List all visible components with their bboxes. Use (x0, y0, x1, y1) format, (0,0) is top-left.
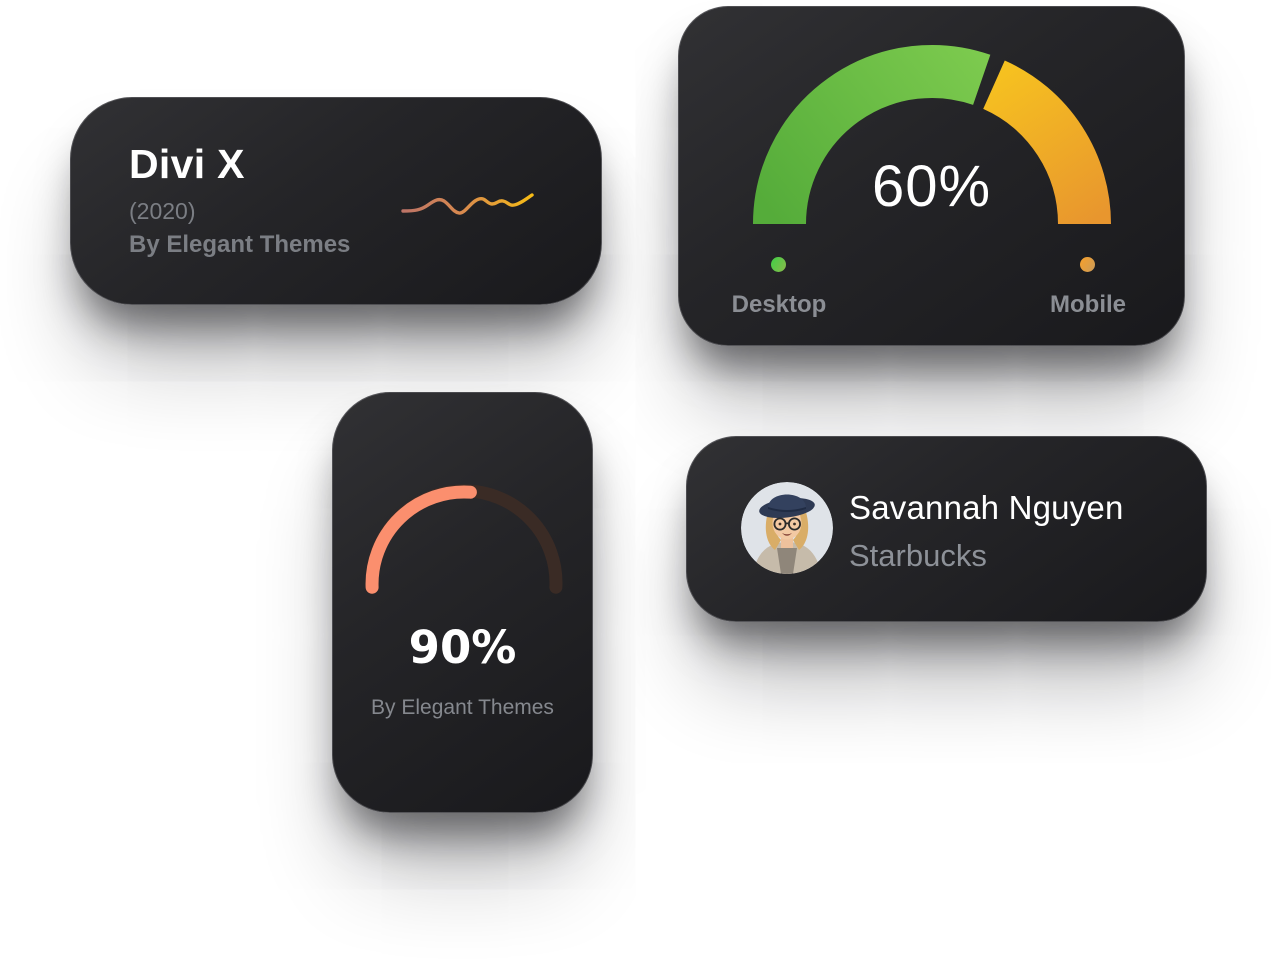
glasses-icon (773, 517, 802, 531)
gauge-value: 60% (871, 154, 992, 219)
arc-track (365, 484, 563, 594)
profile-company: Starbucks (849, 538, 987, 573)
product-year: (2020) (129, 198, 196, 224)
divi-product-card: Divi X (2020) By Elegant Themes (70, 97, 602, 305)
score-byline: By Elegant Themes (371, 696, 554, 719)
desktop-legend-dot-icon (771, 257, 786, 272)
mobile-legend-dot-icon (1080, 257, 1095, 272)
legend-label-mobile: Mobile (1050, 291, 1126, 318)
gauge-segment-mobile (982, 60, 1111, 225)
sparkline-chart-icon (401, 193, 534, 215)
gauge-segment-desktop (753, 44, 991, 225)
progress-arc-chart (365, 484, 563, 594)
product-byline: By Elegant Themes (129, 231, 351, 258)
product-title: Divi X (129, 141, 245, 187)
arc-progress (365, 485, 477, 594)
profile-card: Savannah Nguyen Starbucks (686, 436, 1207, 622)
profile-name: Savannah Nguyen (849, 489, 1124, 526)
hat-icon (759, 494, 815, 519)
desktop-mobile-gauge-card: 60% Desktop Mobile (678, 6, 1185, 346)
score-value: 90% (408, 621, 517, 674)
avatar (741, 482, 833, 574)
score-gauge-card: 90% By Elegant Themes (332, 392, 593, 813)
legend-label-desktop: Desktop (731, 291, 827, 318)
half-gauge-chart (753, 44, 1111, 225)
